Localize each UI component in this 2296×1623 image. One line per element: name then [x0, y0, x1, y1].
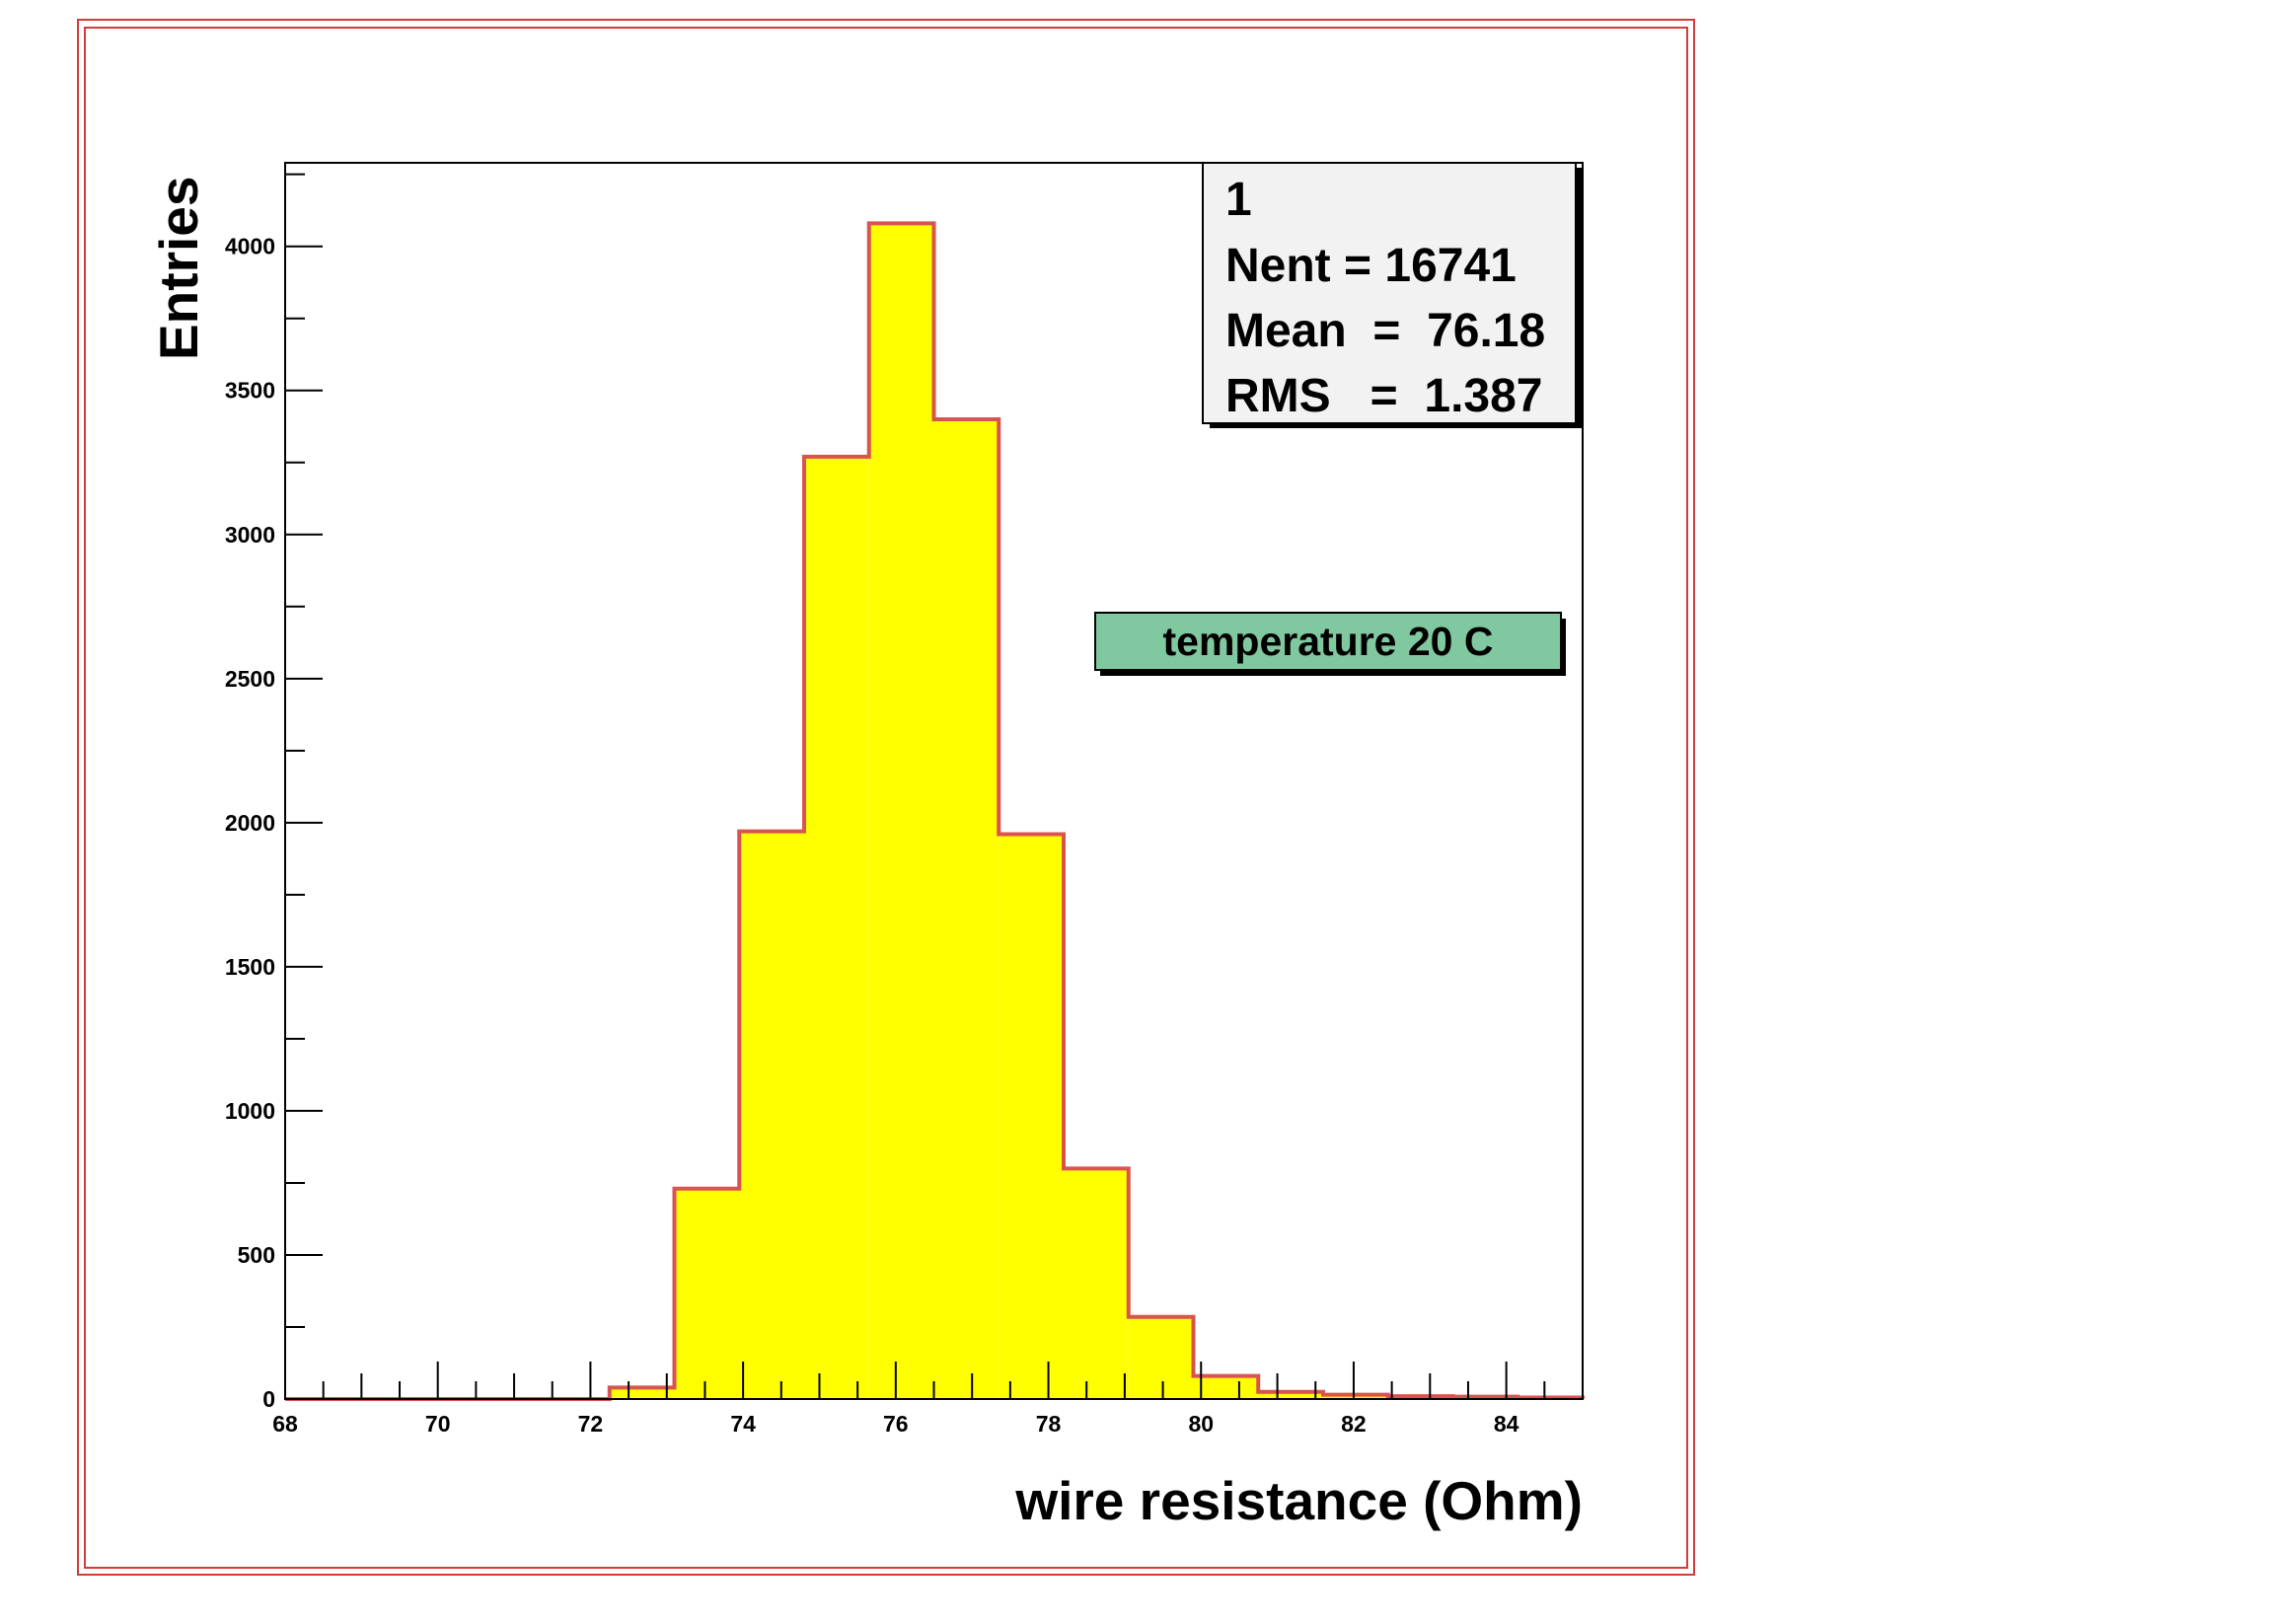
histogram-bin — [1193, 1375, 1259, 1399]
histogram-bin — [1064, 1168, 1129, 1399]
plot-frame — [284, 162, 1584, 1400]
canvas-frame-inner — [84, 27, 1688, 1569]
histogram-bin — [739, 831, 804, 1399]
stats-box: 1 Nent = 16741 Mean = 76.18 RMS = 1.387 — [1202, 162, 1583, 428]
stats-nent: Nent = 16741 — [1225, 240, 1517, 292]
stats-title: 1 — [1225, 174, 1252, 226]
temperature-label: temperature 20 C — [1094, 612, 1566, 676]
y-tick-label: 1500 — [225, 954, 275, 980]
x-tick-label: 80 — [1188, 1411, 1214, 1437]
histogram-bin — [933, 418, 1000, 1399]
x-tick-label: 76 — [883, 1411, 909, 1437]
y-tick-label: 1000 — [225, 1098, 275, 1124]
temperature-label-panel — [1094, 612, 1562, 671]
x-tick-label: 74 — [730, 1411, 756, 1437]
y-tick-label: 500 — [238, 1242, 275, 1268]
x-axis-title: wire resistance (Ohm) — [1014, 1470, 1583, 1531]
histogram-outline — [285, 221, 1585, 1401]
histogram-bin — [868, 223, 934, 1399]
y-tick-label: 3000 — [225, 522, 275, 548]
x-tick-label: 84 — [1494, 1411, 1519, 1437]
stats-box-panel — [1202, 162, 1577, 424]
histogram-bin — [1323, 1394, 1388, 1399]
x-tick-label: 82 — [1341, 1411, 1367, 1437]
y-tick-label: 2000 — [225, 810, 275, 836]
stats-mean: Mean = 76.18 — [1225, 305, 1545, 357]
temperature-label-text: temperature 20 C — [1163, 619, 1494, 664]
y-tick-label: 3500 — [225, 378, 275, 404]
x-tick-label: 72 — [578, 1411, 604, 1437]
histogram-bin — [804, 456, 869, 1399]
histogram-bin — [674, 1188, 740, 1399]
axis-ticks: 68 70 72 74 76 78 80 82 84 0 500 1000 1500 2000 2500 30… — [225, 173, 1584, 1437]
y-axis-title: Entries — [148, 177, 209, 360]
y-tick-label: 2500 — [225, 666, 275, 692]
histogram-bin — [1258, 1391, 1323, 1399]
canvas-frame-outer — [77, 19, 1695, 1576]
y-tick-label: 0 — [262, 1386, 275, 1412]
histogram-bars — [285, 221, 1585, 1401]
x-tick-label: 70 — [425, 1411, 451, 1437]
x-tick-label: 78 — [1036, 1411, 1062, 1437]
x-tick-label: 68 — [272, 1411, 298, 1437]
y-tick-label: 4000 — [225, 234, 275, 259]
histogram-bin — [999, 834, 1064, 1399]
histogram-bin — [1128, 1316, 1194, 1399]
histogram-bin — [609, 1387, 675, 1399]
stats-rms: RMS = 1.387 — [1225, 370, 1543, 422]
